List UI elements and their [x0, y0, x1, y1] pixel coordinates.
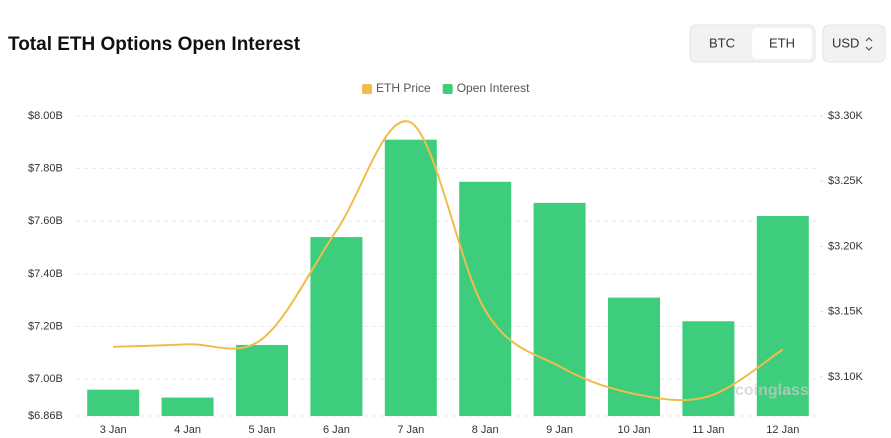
bar [756, 216, 809, 416]
x-tick-label: 7 Jan [397, 424, 424, 436]
legend-swatch [442, 84, 453, 94]
currency-select[interactable] [822, 24, 886, 63]
x-tick-label: 8 Jan [472, 424, 499, 436]
x-tick-label: 11 Jan [692, 424, 724, 436]
x-tick-label: 12 Jan [766, 424, 799, 436]
y2-tick-label: $3.30K [828, 110, 864, 122]
bar [161, 397, 214, 416]
bar [459, 181, 512, 416]
y-tick-label: $7.80B [28, 163, 63, 175]
tab-btc[interactable]: BTC [709, 35, 735, 50]
price-line [113, 120, 784, 402]
y-tick-label: $7.40B [28, 268, 63, 280]
tab-eth[interactable]: ETH [769, 35, 795, 50]
bar [310, 237, 363, 416]
x-tick-label: 6 Jan [323, 424, 350, 436]
y2-tick-label: $3.15K [828, 306, 864, 318]
select-chevron [865, 37, 873, 51]
y-tick-label: $6.86B [28, 410, 63, 422]
bar [236, 344, 288, 416]
legend-label: Open Interest [457, 81, 530, 95]
bar [533, 202, 586, 416]
x-tick-label: 4 Jan [174, 424, 201, 436]
bar [682, 321, 735, 416]
watermark: coinglass [735, 382, 809, 399]
legend-label: ETH Price [376, 81, 431, 95]
y2-tick-label: $3.25K [828, 175, 864, 187]
x-tick-label: 10 Jan [617, 424, 650, 436]
y-tick-label: $7.20B [28, 320, 63, 332]
y-tick-label: $7.00B [28, 373, 63, 385]
x-tick-label: 3 Jan [100, 424, 127, 436]
x-tick-label: 5 Jan [249, 424, 276, 436]
y2-tick-label: $3.20K [828, 240, 864, 252]
y-tick-label: $8.00B [28, 110, 63, 122]
legend-swatch [362, 84, 372, 94]
tab-selected-bg [752, 28, 812, 59]
bar [87, 389, 140, 416]
currency-label: USD [832, 35, 859, 50]
chart-title: Total ETH Options Open Interest [8, 34, 301, 55]
y-tick-label: $7.60B [28, 215, 63, 227]
x-tick-label: 9 Jan [546, 424, 573, 436]
bar [384, 139, 437, 416]
y2-tick-label: $3.10K [828, 371, 864, 383]
